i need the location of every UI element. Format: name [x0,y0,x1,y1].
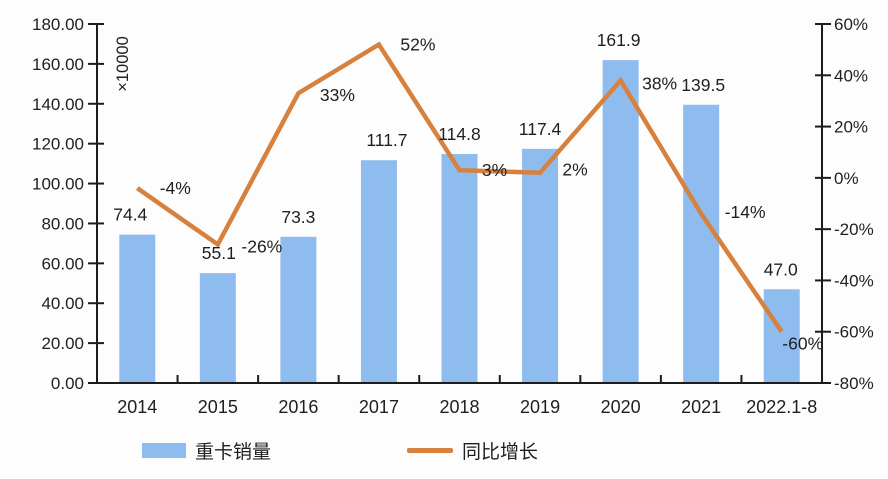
right-axis-tick-label: -80% [834,374,874,393]
bar-value-label: 74.4 [113,205,147,225]
bar-value-label: 73.3 [281,207,315,227]
line-value-label: 2% [562,160,587,180]
left-axis-tick-label: 60.00 [41,254,84,273]
bar-2016 [280,236,317,383]
bar-2014 [119,234,156,383]
bar-2015 [199,273,236,383]
x-axis-label-2014: 2014 [117,397,157,417]
right-axis-tick-label: -20% [834,220,874,239]
x-axis-label-2019: 2019 [520,397,560,417]
x-axis-label-2022.1-8: 2022.1-8 [746,397,817,417]
line-value-label: 38% [642,73,677,93]
bar-value-label: 111.7 [366,130,407,150]
right-axis-tick-label: 0% [834,169,859,188]
line-value-label: -26% [241,237,282,257]
bar-value-label: 47.0 [764,259,798,279]
legend-bar-swatch [142,442,186,458]
legend-bar-label: 重卡销量 [195,441,272,463]
legend-item-yoy-growth: 同比增长 [407,441,538,463]
right-axis-tick-label: -40% [834,271,874,290]
bar-value-label: 139.5 [681,75,725,95]
bar-value-label: 161.9 [597,30,641,50]
legend-line-swatch [407,447,453,453]
bar-2020 [602,60,639,383]
line-value-label: 33% [320,85,355,105]
left-axis-tick-label: 160.00 [32,55,84,74]
left-axis-tick-label: 0.00 [51,374,84,393]
right-axis-tick-label: 20% [834,118,868,137]
x-axis-label-2021: 2021 [681,397,721,417]
x-axis-label-2015: 2015 [198,397,238,417]
bar-value-label: 55.1 [202,243,236,263]
left-axis-tick-label: 40.00 [41,294,84,313]
line-value-label: -14% [725,202,766,222]
x-axis-label-2020: 2020 [601,397,641,417]
left-axis-tick-label: 20.00 [41,334,84,353]
line-value-label: 52% [400,35,435,55]
bar-2018 [441,154,478,383]
left-axis-unit-label: ×10000 [114,36,132,92]
bar-2021 [683,104,720,384]
x-axis-label-2018: 2018 [439,397,479,417]
right-axis-tick-label: 40% [834,66,868,85]
x-axis-label-2017: 2017 [359,397,399,417]
left-axis-tick-label: 180.00 [32,15,84,34]
left-axis-tick-label: 80.00 [41,214,84,233]
bar-2019 [522,148,559,383]
x-axis-label-2016: 2016 [278,397,318,417]
line-value-label: 3% [482,160,507,180]
line-value-label: -4% [160,178,191,198]
bar-2017 [360,160,397,383]
left-axis-tick-label: 120.00 [32,135,84,154]
bar-2022.1-8 [763,289,800,383]
yoy-growth-line [136,41,784,333]
line-value-label: -60% [782,334,823,354]
right-axis-tick-label: -60% [834,323,874,342]
left-axis-tick-label: 140.00 [32,95,84,114]
legend-line-label: 同比增长 [462,441,539,463]
bar-value-label: 117.4 [519,119,562,139]
left-axis-tick-label: 100.00 [32,175,84,194]
bar-value-label: 114.8 [438,124,481,144]
legend-item-truck-sales: 重卡销量 [142,441,271,463]
right-axis-tick-label: 60% [834,15,868,34]
